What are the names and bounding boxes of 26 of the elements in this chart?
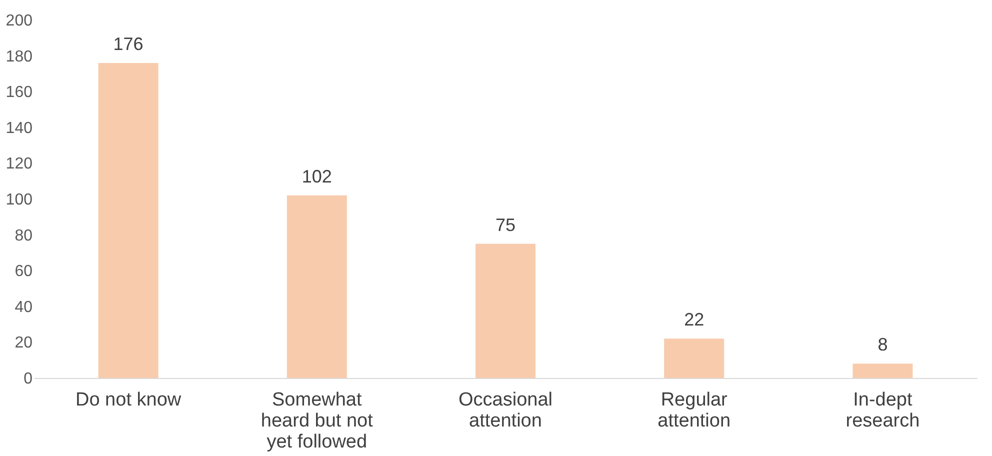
bar bbox=[852, 364, 913, 378]
data-label: 8 bbox=[878, 334, 888, 355]
x-tick-label: Somewhat heard but not yet followed bbox=[260, 390, 374, 452]
bar bbox=[476, 244, 536, 378]
y-tick-label: 160 bbox=[6, 84, 33, 102]
y-tick-label: 80 bbox=[14, 227, 33, 244]
x-tick-label: Regular attention bbox=[658, 390, 731, 432]
bar bbox=[98, 62, 158, 378]
y-tick-label: 200 bbox=[6, 12, 33, 30]
data-label: 176 bbox=[113, 34, 144, 54]
bar bbox=[664, 338, 724, 378]
y-tick-label: 120 bbox=[6, 156, 33, 173]
y-tick-label: 40 bbox=[14, 298, 33, 316]
x-tick-label: Do not know bbox=[75, 390, 182, 410]
y-tick-label: 140 bbox=[6, 120, 33, 137]
data-label: 75 bbox=[495, 214, 516, 235]
data-label: 102 bbox=[302, 166, 332, 186]
bar bbox=[286, 195, 347, 378]
data-label: 22 bbox=[684, 310, 704, 330]
y-tick-label: 0 bbox=[24, 370, 33, 388]
y-tick-label: 60 bbox=[14, 263, 33, 280]
x-tick-label: In-dept research bbox=[846, 390, 920, 432]
y-tick-label: 20 bbox=[14, 334, 33, 352]
y-tick-label: 100 bbox=[6, 192, 33, 208]
y-tick-label: 180 bbox=[6, 48, 33, 66]
x-tick-label: Occasional attention bbox=[458, 390, 552, 432]
